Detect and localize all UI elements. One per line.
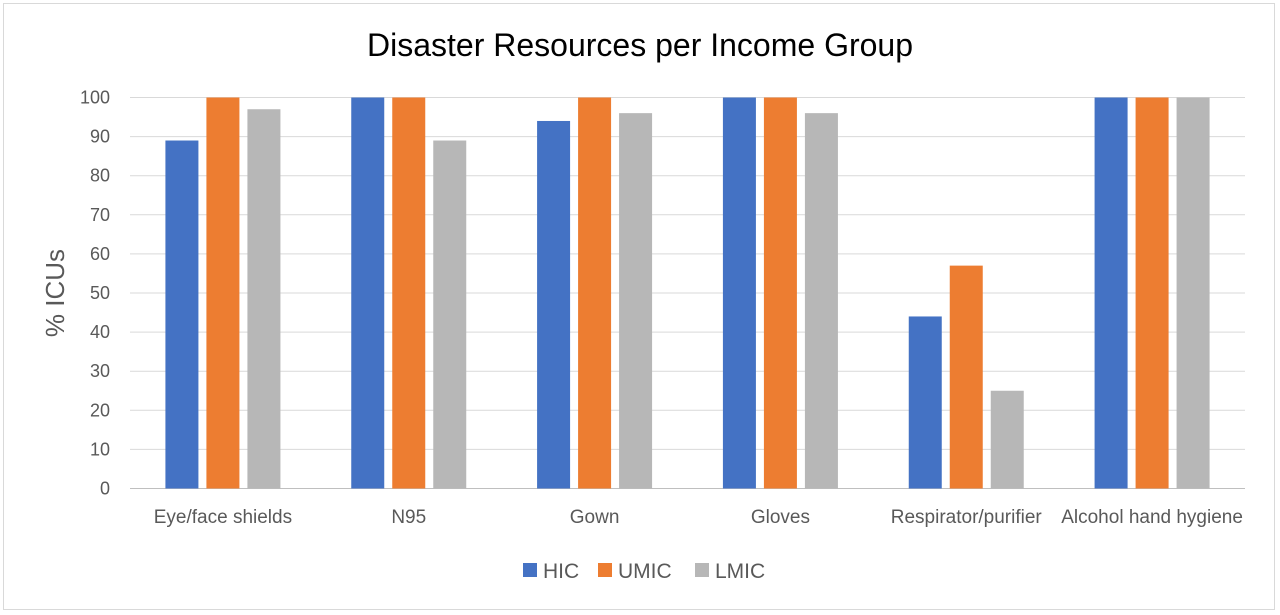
bar-hic-4 [908, 316, 942, 489]
y-tick-label-30: 30 [90, 361, 110, 381]
bar-lmic-4 [990, 390, 1024, 489]
bar-lmic-1 [433, 140, 467, 489]
y-tick-labels: 0 10 20 30 40 50 60 70 80 90 100 [80, 88, 110, 499]
legend-label-umic: UMIC [618, 560, 672, 583]
bar-umic-5 [1135, 97, 1169, 489]
bar-umic-3 [763, 97, 797, 489]
y-tick-label-20: 20 [90, 400, 110, 420]
y-tick-label-100: 100 [80, 88, 110, 108]
bar-lmic-2 [619, 113, 653, 489]
x-tick-label-2: Gown [570, 507, 620, 528]
legend-swatch-hic [523, 563, 537, 577]
y-tick-label-0: 0 [100, 479, 110, 499]
chart-title: Disaster Resources per Income Group [367, 27, 913, 63]
bar-lmic-5 [1176, 97, 1210, 489]
bar-umic-1 [392, 97, 426, 489]
x-tick-labels: Eye/face shields N95 Gown Gloves Respirator/… [154, 507, 1243, 528]
legend: HIC UMIC LMIC [523, 560, 765, 583]
bar-umic-4 [949, 265, 983, 489]
x-tick-label-1: N95 [391, 507, 426, 528]
bar-lmic-3 [804, 113, 838, 489]
y-tick-label-90: 90 [90, 127, 110, 147]
bar-hic-0 [165, 140, 199, 489]
x-tick-label-4: Respirator/purifier [891, 507, 1043, 528]
y-tick-label-80: 80 [90, 166, 110, 186]
bar-hic-1 [351, 97, 385, 489]
y-tick-label-60: 60 [90, 244, 110, 264]
bar-lmic-0 [247, 109, 281, 489]
legend-label-lmic: LMIC [715, 560, 765, 583]
y-tick-label-50: 50 [90, 283, 110, 303]
y-axis-label: % ICUs [40, 249, 70, 337]
y-tick-label-10: 10 [90, 439, 110, 459]
bar-hic-3 [722, 97, 756, 489]
y-tick-label-40: 40 [90, 322, 110, 342]
y-tick-label-70: 70 [90, 205, 110, 225]
bars [165, 97, 1210, 489]
legend-swatch-lmic [695, 563, 709, 577]
x-tick-label-0: Eye/face shields [154, 507, 292, 528]
legend-label-hic: HIC [543, 560, 579, 583]
x-tick-label-5: Alcohol hand hygiene [1061, 507, 1243, 528]
bar-hic-2 [537, 120, 571, 489]
bar-umic-0 [206, 97, 240, 489]
gridlines [130, 97, 1245, 489]
bar-hic-5 [1094, 97, 1128, 489]
legend-swatch-umic [598, 563, 612, 577]
bar-umic-2 [578, 97, 612, 489]
x-tick-label-3: Gloves [751, 507, 810, 528]
